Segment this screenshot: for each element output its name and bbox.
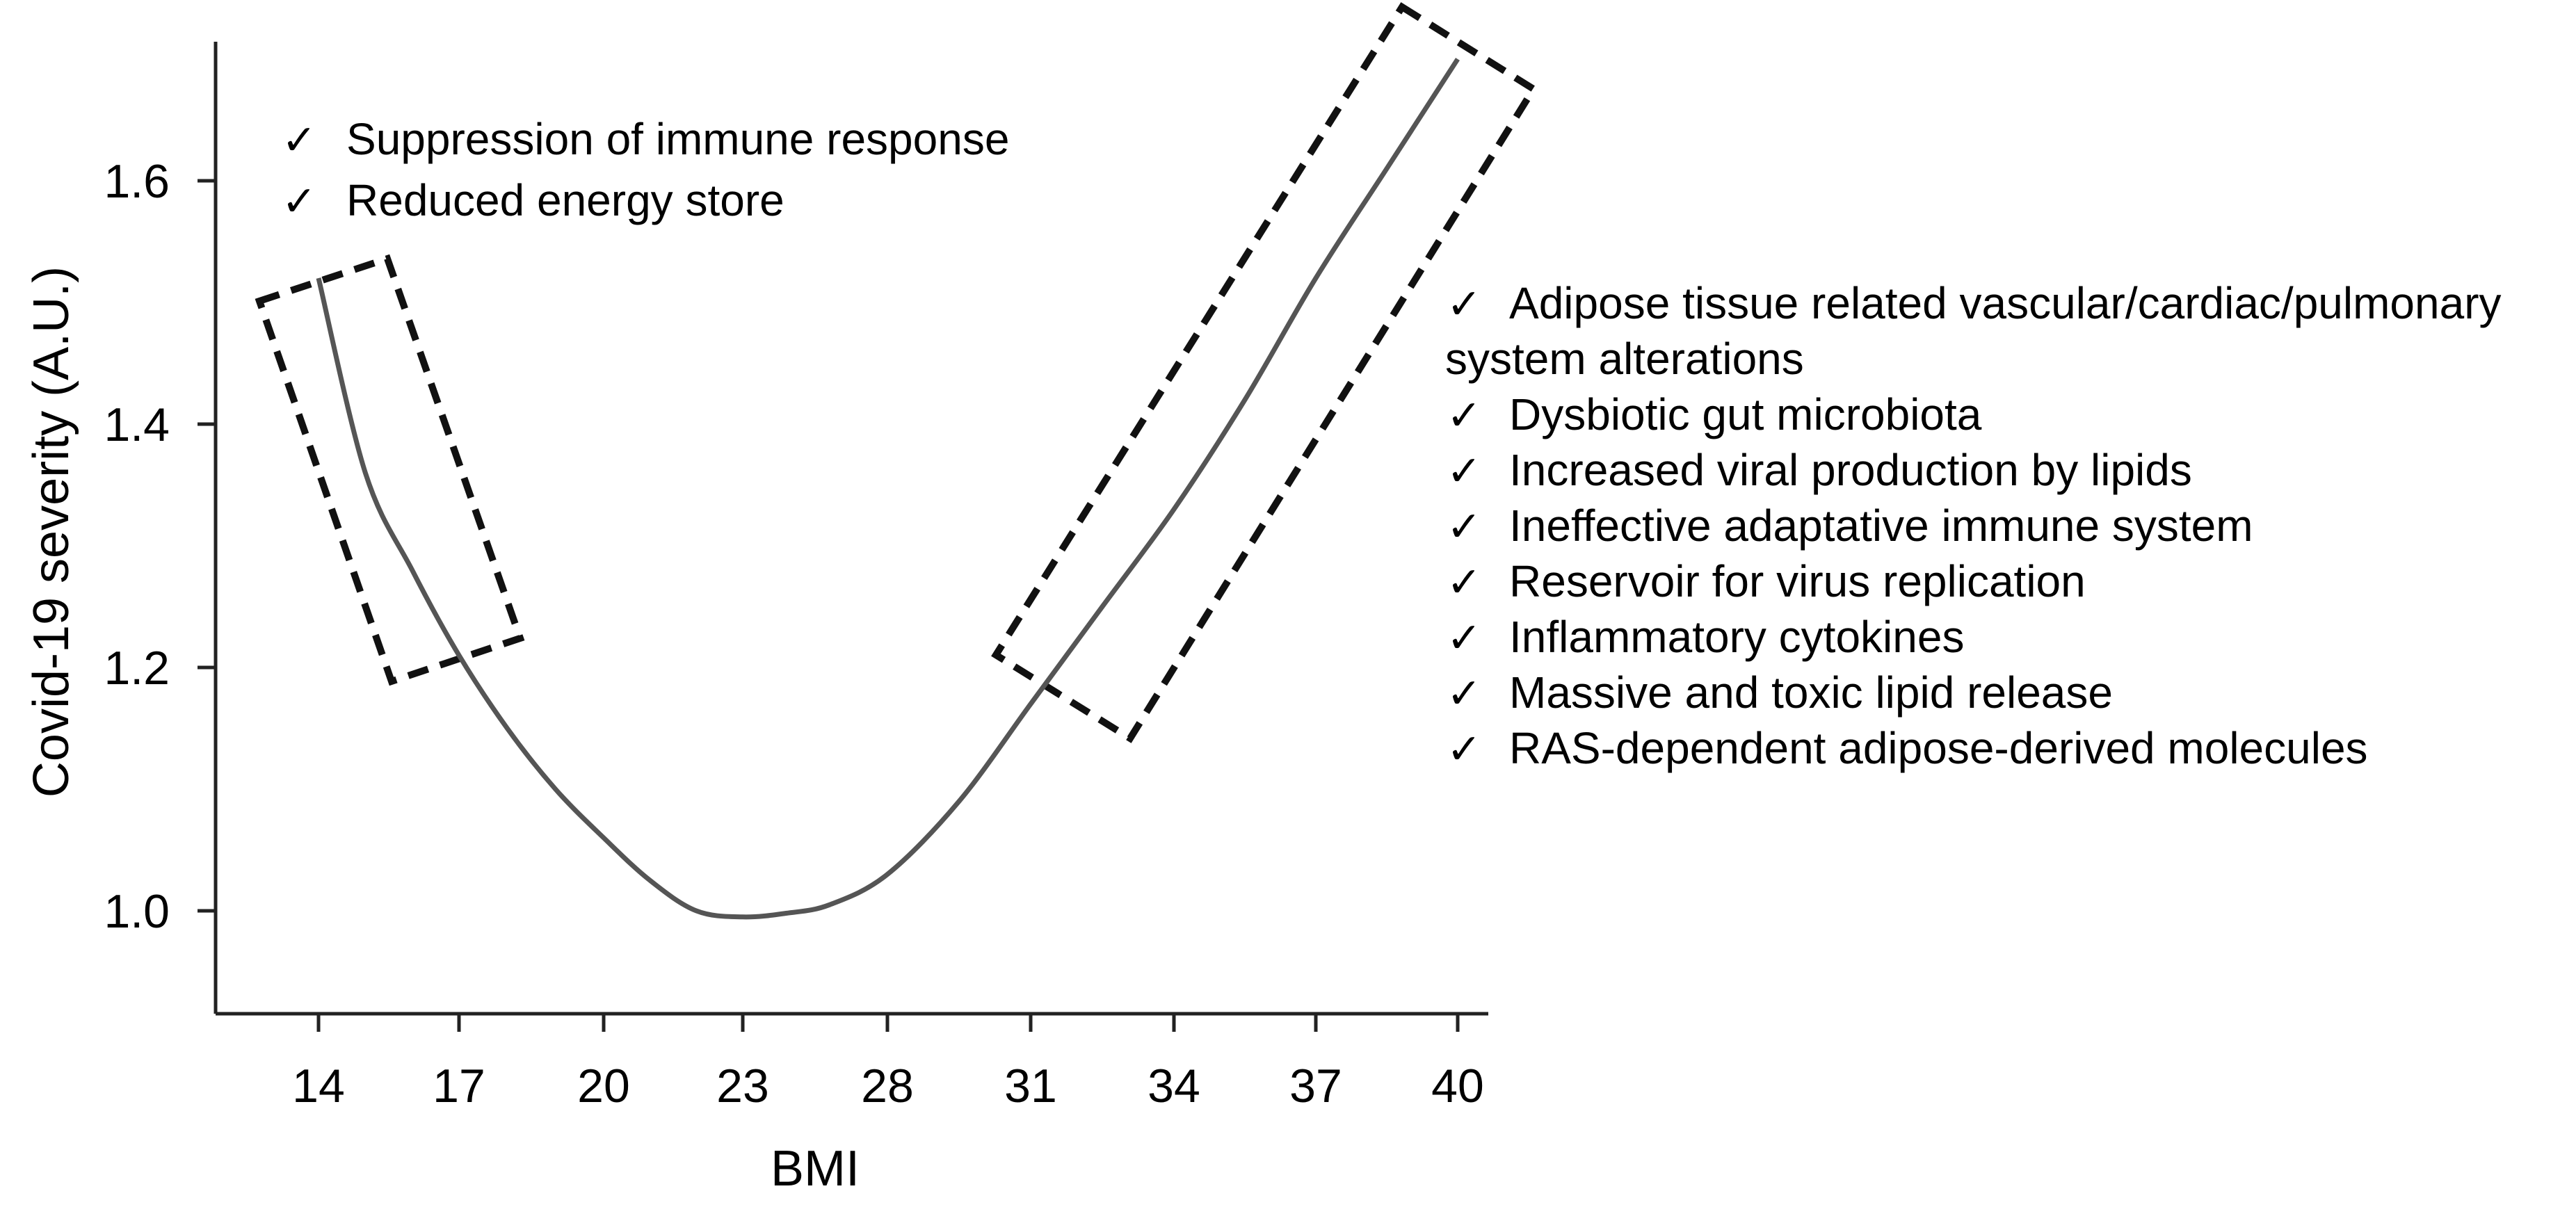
check-mark-icon: ✓ bbox=[1447, 670, 1481, 718]
low-bmi-note: Reduced energy store bbox=[346, 175, 784, 225]
check-mark-icon: ✓ bbox=[1447, 391, 1481, 440]
x-axis-title: BMI bbox=[771, 1141, 860, 1197]
series bbox=[316, 58, 1460, 920]
x-tick-label: 20 bbox=[577, 1060, 630, 1112]
high-bmi-note: Ineffective adaptative immune system bbox=[1509, 501, 2253, 551]
x-tick-label: 31 bbox=[1004, 1060, 1057, 1112]
x-tick-label: 34 bbox=[1148, 1060, 1200, 1112]
check-mark-icon: ✓ bbox=[1447, 447, 1481, 496]
axes bbox=[214, 42, 1488, 1016]
severity-curve bbox=[316, 58, 1460, 920]
high-bmi-note: Increased viral production by lipids bbox=[1509, 445, 2192, 495]
high-bmi-note: Dysbiotic gut microbiota bbox=[1509, 389, 1982, 439]
check-mark-icon: ✓ bbox=[1447, 280, 1481, 329]
ticks: 14 17 20 23 28 31 34 37 40 1.0 1.2 1.4 1.6 bbox=[104, 155, 1483, 1112]
y-tick-label: 1.0 bbox=[104, 885, 170, 938]
highlight-boxes bbox=[255, 2, 1538, 743]
y-axis-title: Covid-19 severity (A.U.) bbox=[24, 266, 79, 797]
low-bmi-highlight-box bbox=[255, 254, 525, 686]
high-bmi-note: system alterations bbox=[1445, 334, 1804, 384]
low-bmi-note: Suppression of immune response bbox=[346, 114, 1009, 164]
check-mark-icon: ✓ bbox=[1447, 614, 1481, 663]
high-bmi-highlight-box bbox=[991, 2, 1538, 743]
x-tick-label: 28 bbox=[861, 1060, 914, 1112]
check-mark-icon: ✓ bbox=[1447, 558, 1481, 607]
x-tick-label: 17 bbox=[433, 1060, 485, 1112]
x-tick-label: 37 bbox=[1289, 1060, 1342, 1112]
check-mark-icon: ✓ bbox=[1447, 725, 1481, 774]
high-bmi-note: Inflammatory cytokines bbox=[1509, 612, 1964, 662]
high-bmi-note: Massive and toxic lipid release bbox=[1509, 667, 2113, 718]
y-tick-label: 1.2 bbox=[104, 642, 170, 695]
x-tick-label: 23 bbox=[716, 1060, 769, 1112]
y-tick-label: 1.6 bbox=[104, 155, 170, 208]
check-mark-icon: ✓ bbox=[282, 177, 316, 226]
check-mark-icon: ✓ bbox=[282, 116, 316, 165]
y-tick-label: 1.4 bbox=[104, 398, 170, 451]
high-bmi-annotations: ✓ Adipose tissue related vascular/cardiac… bbox=[1445, 278, 2502, 774]
low-bmi-annotations: ✓ Suppression of immune response ✓ Reduced … bbox=[282, 114, 1009, 226]
high-bmi-note: RAS-dependent adipose-derived molecules bbox=[1509, 723, 2368, 773]
high-bmi-note: Reservoir for virus replication bbox=[1509, 556, 2086, 606]
x-tick-label: 40 bbox=[1431, 1060, 1484, 1112]
x-tick-label: 14 bbox=[292, 1060, 345, 1112]
high-bmi-note: Adipose tissue related vascular/cardiac/… bbox=[1509, 278, 2502, 328]
check-mark-icon: ✓ bbox=[1447, 503, 1481, 551]
